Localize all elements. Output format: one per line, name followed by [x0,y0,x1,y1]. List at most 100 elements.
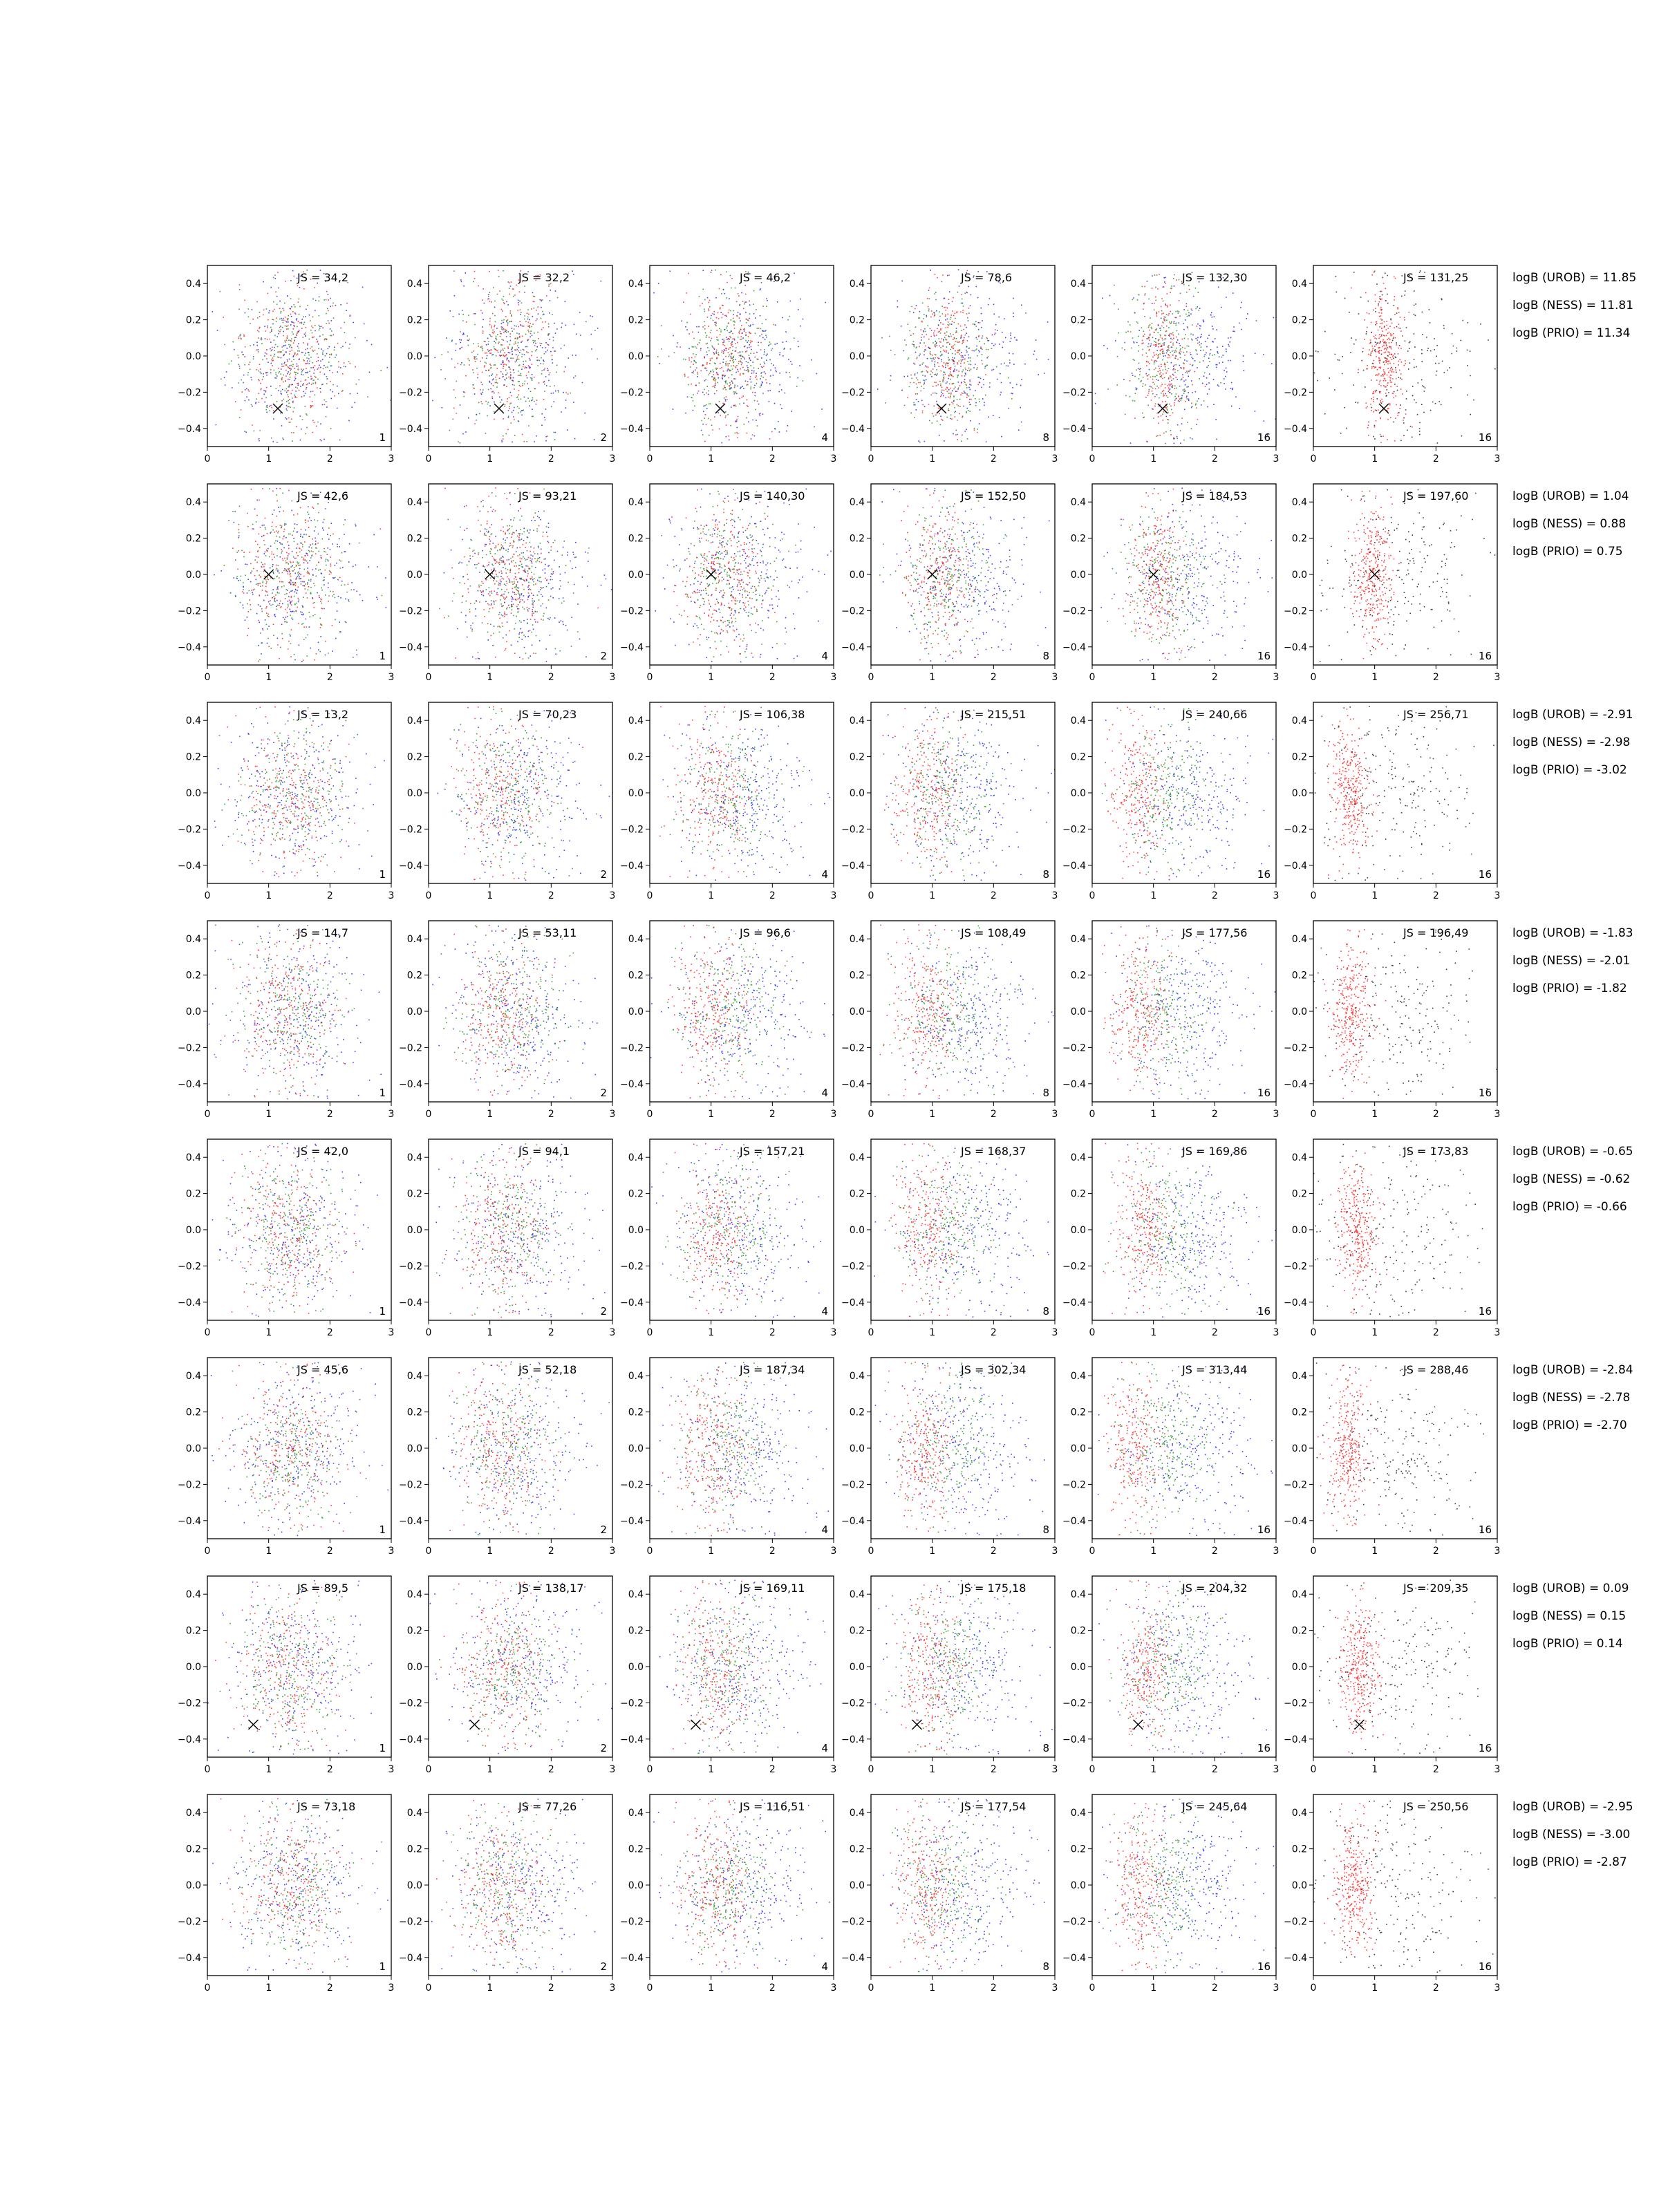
y-tick-label: 0.4 [850,1371,865,1382]
true-value-marker [691,1719,701,1730]
panel-count-label: 16 [1257,1742,1271,1754]
x-tick-label: 0 [205,1764,211,1775]
y-tick-label: 0.0 [186,1006,201,1018]
y-tick-label: 0.2 [1071,1626,1086,1637]
js-divergence-label: JS = 168,37 [960,1145,1026,1158]
x-tick-label: 2 [327,453,333,465]
x-tick-label: 2 [991,1327,997,1338]
x-tick-label: 1 [1150,453,1156,465]
y-tick-label: 0.2 [850,752,865,763]
scatter-points [877,269,1049,443]
scatter-panel: 0 1 2 3 0.4 0.2 0.0 −0.2 −0.4 JS = 184,53 16 [1062,483,1279,683]
scatter-series [1351,270,1413,443]
scatter-series [658,1362,790,1533]
js-divergence-label: JS = 302,34 [960,1363,1026,1376]
panel-count-label: 8 [1042,1960,1049,1973]
scatter-series [1314,1580,1492,1754]
scatter-series [444,487,599,659]
js-divergence-label: JS = 169,11 [739,1582,805,1595]
scatter-points [879,924,1054,1099]
scatter-panel: 0 1 2 30.40.20.0−0.2−0.4JS = 32,22 [399,265,615,465]
x-tick-label: 0 [647,453,653,465]
scatter-panel: 0 1 2 30.40.20.0−0.2−0.4JS = 138,172 [399,1575,615,1775]
y-tick-label: 0.2 [850,1626,865,1637]
scatter-points [432,270,602,444]
scatter-series [674,1143,769,1315]
scatter-series [432,270,602,443]
scatter-panel: 0 1 2 3 0.4 0.2 0.0 −0.2 −0.4 JS = 187,34 4 [620,1357,836,1557]
x-tick-label: 3 [1052,672,1058,683]
x-tick-label: 1 [708,1109,714,1120]
y-tick-label: 0.2 [186,1626,201,1637]
scatter-panel: 0 1 2 30.40.20.0−0.2−0.4JS = 53,112 [399,920,615,1120]
scatter-series [445,706,597,879]
scatter-series [1330,1152,1387,1315]
y-tick-label: −0.4 [841,1297,865,1309]
panel-count-label: 8 [1042,1742,1049,1754]
x-tick-label: 2 [991,1546,997,1557]
x-tick-label: 0 [426,1546,432,1557]
scatter-points [874,1143,1049,1318]
x-tick-label: 0 [426,672,432,683]
x-tick-label: 1 [1150,1109,1156,1120]
axes-frame [428,1794,613,1976]
scatter-panel: 0 1 2 3 0.4 0.2 0.0 −0.2 −0.4 JS = 152,50 8 [841,483,1058,683]
y-tick-label: −0.2 [1284,387,1307,398]
y-tick-label: 0.2 [1292,1844,1307,1855]
true-value-marker [469,1719,480,1730]
y-tick-label: −0.4 [1062,1734,1086,1745]
x-tick-label: 3 [1052,1546,1058,1557]
js-divergence-label: JS = 32,2 [518,271,570,284]
y-tick-label: 0.2 [628,315,644,326]
x-tick-label: 3 [388,453,395,465]
panel-count-label: 16 [1479,1305,1492,1318]
scatter-series [443,491,612,662]
y-tick-label: −0.4 [620,1079,644,1090]
x-tick-label: 0 [205,1546,211,1557]
x-tick-label: 2 [548,1546,554,1557]
y-tick-label: −0.2 [1284,1042,1307,1053]
x-tick-label: 1 [929,1327,935,1338]
x-tick-label: 2 [1212,1327,1218,1338]
scatter-series [901,270,996,440]
x-tick-label: 2 [1433,453,1439,465]
scatter-series [220,1798,362,1970]
scatter-series [888,930,1054,1099]
y-tick-label: 0.4 [186,1371,201,1382]
y-tick-label: 0.2 [1292,315,1307,326]
y-tick-label: 0.2 [1071,971,1086,982]
y-tick-label: −0.4 [399,1079,422,1090]
panel-count-label: 4 [821,868,828,881]
panel-count-label: 2 [600,1960,607,1973]
scatter-points [655,488,832,663]
scatter-points [208,924,382,1100]
js-divergence-label: JS = 94,1 [518,1145,570,1158]
y-tick-label: −0.2 [1062,1698,1086,1709]
x-tick-label: 3 [1494,1546,1501,1557]
js-divergence-label: JS = 288,46 [1403,1363,1468,1376]
y-tick-label: 0.4 [1292,1371,1307,1382]
js-divergence-label: JS = 14,7 [297,926,348,939]
scatter-panel: 0 1 2 3 0.4 0.2 0.0 −0.2 −0.4 JS = 45,6 1 [178,1357,394,1557]
log-bayes-factor-label: logB (PRIO) = -0.66 [1512,1200,1627,1214]
scatter-points [214,487,391,662]
scatter-series [218,707,368,873]
x-tick-label: 0 [426,453,432,465]
scatter-series [1319,489,1496,662]
scatter-panel: 0 1 2 3 0.4 0.2 0.0 −0.2 −0.4 JS = 78,6 8 [841,265,1058,465]
scatter-panel: 0 1 2 30.40.20.0−0.2−0.4JS = 52,182 [399,1357,615,1557]
scatter-points [207,1143,378,1318]
scatter-series [429,1143,606,1318]
scatter-panel: 0 1 2 3 0.4 0.2 0.0 −0.2 −0.4 JS = 173,83 16 [1284,1138,1500,1338]
y-tick-label: 0.2 [850,1407,865,1418]
x-tick-label: 2 [991,453,997,465]
true-value-marker [927,569,938,580]
js-divergence-label: JS = 313,44 [1181,1363,1247,1376]
x-tick-label: 3 [1494,453,1501,465]
figure-row: 0 1 2 30.40.20.0−0.2−0.4JS = 42,010 1 2 30.40.… [178,1138,1633,1338]
y-tick-label: −0.2 [620,387,644,398]
scatter-points [1103,1143,1276,1318]
y-tick-label: −0.4 [178,1953,201,1964]
x-tick-label: 3 [610,890,616,901]
scatter-series [1103,1361,1188,1536]
